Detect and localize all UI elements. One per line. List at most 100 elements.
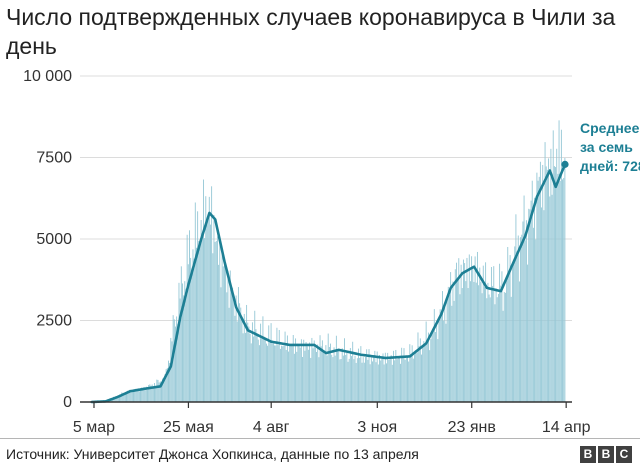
daily-bar [549,196,551,402]
daily-bar [137,388,139,402]
daily-bar [212,253,214,402]
daily-bar [490,266,492,402]
daily-bar [527,264,529,402]
daily-bar [528,208,530,402]
daily-bar [335,335,337,402]
daily-bar [168,360,169,402]
daily-bar [162,378,164,402]
daily-bar [262,316,264,402]
daily-bar [297,343,299,402]
daily-bar [303,339,305,402]
daily-bar [228,307,230,402]
daily-bar [145,386,147,402]
daily-bar [318,357,320,402]
daily-bar [435,332,436,402]
daily-bar [459,294,461,402]
daily-bar [351,356,352,402]
daily-bar [152,388,154,402]
daily-bar [198,241,200,402]
daily-bar [312,348,314,402]
daily-bar [541,207,543,402]
daily-bar [164,374,166,402]
daily-bar [200,220,202,402]
daily-bar [409,344,411,402]
daily-bar [494,304,496,402]
daily-bar [302,356,304,402]
covid-chart: 0 2500 5000 7500 10 000 Среднее за семь дней: 7… [23,68,640,436]
daily-bar [500,285,502,402]
daily-bar [119,394,120,402]
daily-bar [362,357,364,402]
daily-bar [222,266,224,402]
daily-bar [462,259,464,402]
daily-bar [272,343,274,402]
daily-bar [480,281,482,402]
daily-bar [354,355,356,402]
daily-bar [557,173,559,402]
y-tick-label: 5000 [36,231,72,248]
daily-bar [412,358,414,402]
daily-bar [447,286,449,402]
daily-bar [430,339,432,402]
daily-bar [246,304,248,402]
daily-bar [476,251,478,402]
daily-bar [176,316,178,402]
daily-bar [134,390,136,402]
daily-bar [407,356,408,402]
daily-bar [410,353,412,402]
daily-bar [551,194,553,402]
y-tick-label: 0 [63,394,72,411]
daily-bar [300,339,302,402]
daily-bar [158,382,160,402]
daily-bar [311,337,313,402]
daily-bar [424,342,426,402]
daily-bar [281,345,283,402]
daily-bar [534,197,536,402]
daily-bar [223,264,225,402]
y-tick-label: 7500 [36,150,72,167]
daily-bar [401,347,403,402]
daily-bar [492,286,494,402]
daily-bar [283,345,285,402]
daily-bar [440,313,442,402]
daily-bar [267,345,269,402]
daily-bar [525,220,527,402]
daily-bar [496,297,498,402]
daily-bar [454,269,456,402]
daily-bar [513,261,515,402]
daily-bar [499,263,501,402]
daily-bar [241,316,243,402]
daily-bar [363,362,365,402]
daily-bar [282,346,284,402]
daily-bar [419,338,421,402]
daily-bar [149,384,151,402]
daily-bar [555,167,557,402]
daily-bar [556,148,558,402]
daily-bar [268,325,270,402]
daily-bar [518,281,520,402]
daily-bar [242,333,244,402]
daily-bar [124,392,126,402]
daily-bar [208,196,210,402]
daily-bar [116,396,118,402]
daily-bar [216,236,218,402]
daily-bar [323,350,325,402]
daily-bar [186,234,188,402]
daily-bar [375,362,377,402]
daily-bar [466,257,468,402]
daily-bar [437,339,439,402]
daily-bar [478,285,480,402]
daily-bar [405,357,407,402]
daily-bar [358,348,359,402]
daily-bar [285,349,287,402]
daily-bar [235,295,237,402]
daily-bar [143,386,145,402]
daily-bar [400,363,401,402]
daily-bar [254,310,256,402]
daily-bar [422,347,424,402]
daily-bar [416,353,418,402]
daily-bar [244,332,246,402]
daily-bar [458,258,460,402]
daily-bar [171,341,173,402]
daily-bar [180,266,182,402]
